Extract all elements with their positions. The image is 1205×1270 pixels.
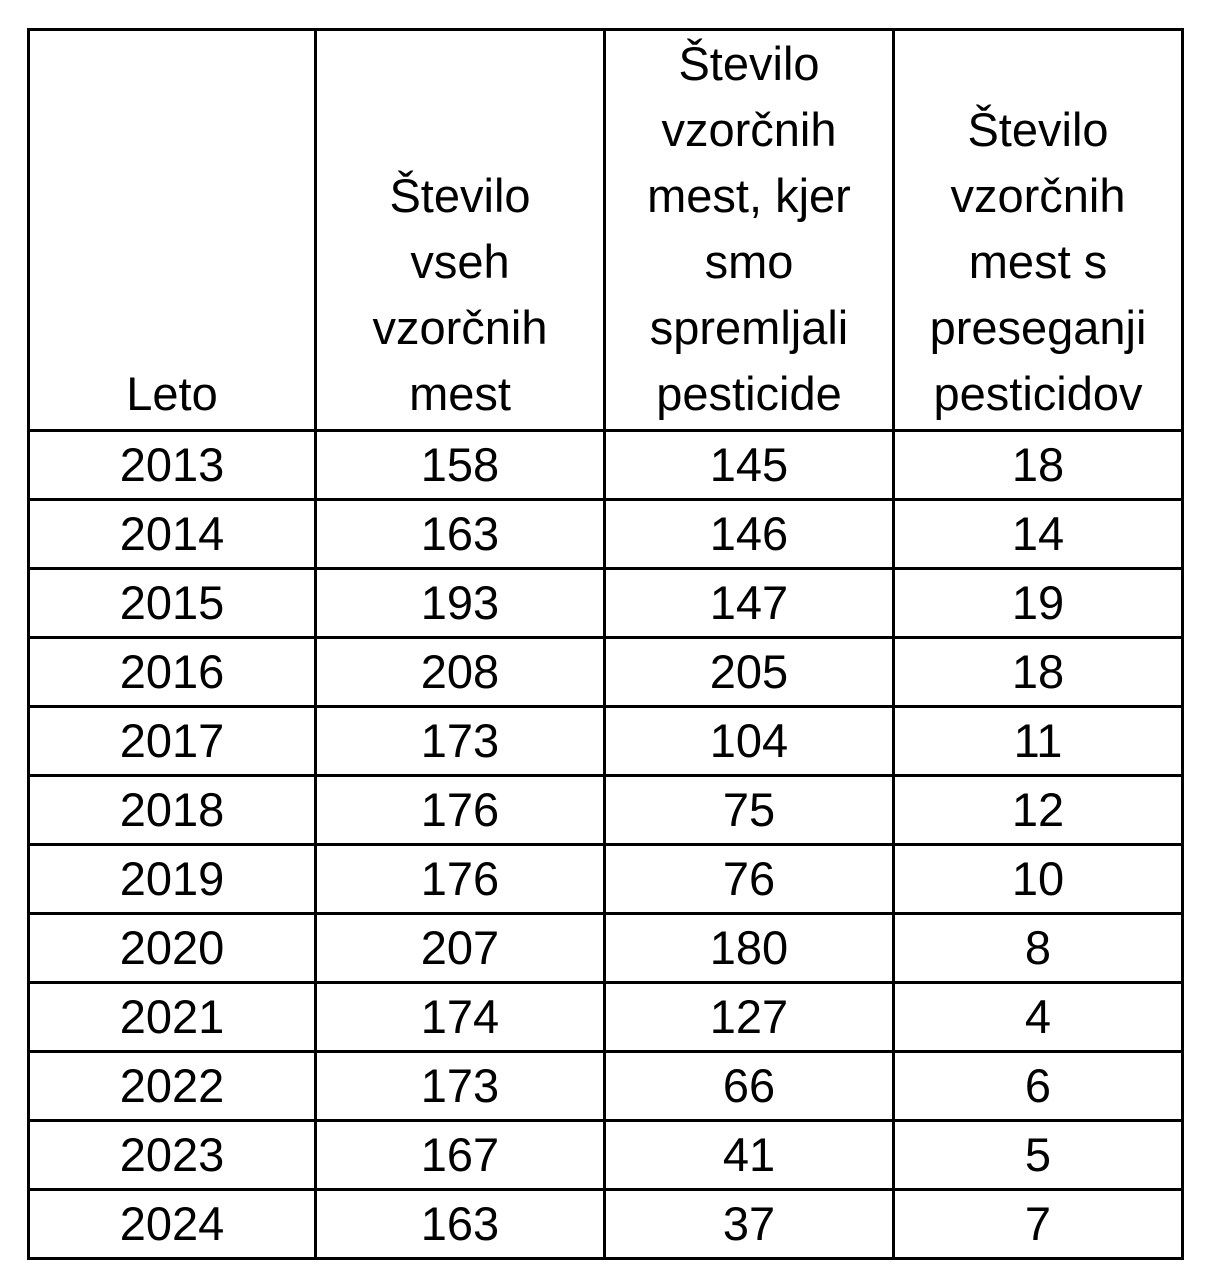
cell-exceedance-sites: 12 <box>892 774 1184 846</box>
table-row: 2018 176 75 12 <box>27 774 1184 846</box>
cell-total-sites: 174 <box>314 981 606 1053</box>
table-row: 2014 163 146 14 <box>27 498 1184 570</box>
table-row: 2022 173 66 6 <box>27 1050 1184 1122</box>
table-row: 2020 207 180 8 <box>27 912 1184 984</box>
cell-exceedance-sites: 4 <box>892 981 1184 1053</box>
cell-year: 2014 <box>27 498 317 570</box>
cell-total-sites: 173 <box>314 1050 606 1122</box>
cell-year: 2017 <box>27 705 317 777</box>
cell-total-sites: 167 <box>314 1119 606 1191</box>
table-row: 2021 174 127 4 <box>27 981 1184 1053</box>
header-year: Leto <box>27 28 317 432</box>
cell-exceedance-sites: 7 <box>892 1188 1184 1260</box>
cell-year: 2018 <box>27 774 317 846</box>
table-row: 2024 163 37 7 <box>27 1188 1184 1260</box>
cell-year: 2022 <box>27 1050 317 1122</box>
cell-monitored-sites: 41 <box>603 1119 895 1191</box>
cell-year: 2023 <box>27 1119 317 1191</box>
cell-exceedance-sites: 5 <box>892 1119 1184 1191</box>
cell-exceedance-sites: 18 <box>892 429 1184 501</box>
cell-year: 2020 <box>27 912 317 984</box>
cell-monitored-sites: 66 <box>603 1050 895 1122</box>
header-row: Leto Število vseh vzorčnih mest Število … <box>27 28 1184 432</box>
table-row: 2017 173 104 11 <box>27 705 1184 777</box>
table-row: 2023 167 41 5 <box>27 1119 1184 1191</box>
cell-total-sites: 173 <box>314 705 606 777</box>
cell-monitored-sites: 37 <box>603 1188 895 1260</box>
cell-monitored-sites: 147 <box>603 567 895 639</box>
cell-total-sites: 158 <box>314 429 606 501</box>
cell-total-sites: 163 <box>314 498 606 570</box>
table-row: 2016 208 205 18 <box>27 636 1184 708</box>
header-total-sites: Število vseh vzorčnih mest <box>314 28 606 432</box>
cell-monitored-sites: 75 <box>603 774 895 846</box>
cell-exceedance-sites: 14 <box>892 498 1184 570</box>
pesticide-sampling-table: Leto Število vseh vzorčnih mest Število … <box>27 28 1184 1260</box>
cell-year: 2021 <box>27 981 317 1053</box>
cell-exceedance-sites: 19 <box>892 567 1184 639</box>
table-row: 2013 158 145 18 <box>27 429 1184 501</box>
cell-exceedance-sites: 6 <box>892 1050 1184 1122</box>
cell-monitored-sites: 146 <box>603 498 895 570</box>
cell-year: 2015 <box>27 567 317 639</box>
cell-exceedance-sites: 11 <box>892 705 1184 777</box>
cell-exceedance-sites: 18 <box>892 636 1184 708</box>
header-monitored-sites: Število vzorčnih mest, kjer smo spremlja… <box>603 28 895 432</box>
cell-total-sites: 176 <box>314 843 606 915</box>
cell-monitored-sites: 127 <box>603 981 895 1053</box>
cell-exceedance-sites: 10 <box>892 843 1184 915</box>
cell-year: 2024 <box>27 1188 317 1260</box>
cell-monitored-sites: 104 <box>603 705 895 777</box>
cell-exceedance-sites: 8 <box>892 912 1184 984</box>
cell-year: 2019 <box>27 843 317 915</box>
cell-total-sites: 193 <box>314 567 606 639</box>
cell-monitored-sites: 76 <box>603 843 895 915</box>
cell-year: 2016 <box>27 636 317 708</box>
table-row: 2019 176 76 10 <box>27 843 1184 915</box>
header-exceedance-sites: Število vzorčnih mest s preseganji pesti… <box>892 28 1184 432</box>
cell-monitored-sites: 205 <box>603 636 895 708</box>
cell-total-sites: 208 <box>314 636 606 708</box>
cell-monitored-sites: 180 <box>603 912 895 984</box>
cell-total-sites: 163 <box>314 1188 606 1260</box>
cell-monitored-sites: 145 <box>603 429 895 501</box>
cell-total-sites: 207 <box>314 912 606 984</box>
table-row: 2015 193 147 19 <box>27 567 1184 639</box>
cell-year: 2013 <box>27 429 317 501</box>
cell-total-sites: 176 <box>314 774 606 846</box>
